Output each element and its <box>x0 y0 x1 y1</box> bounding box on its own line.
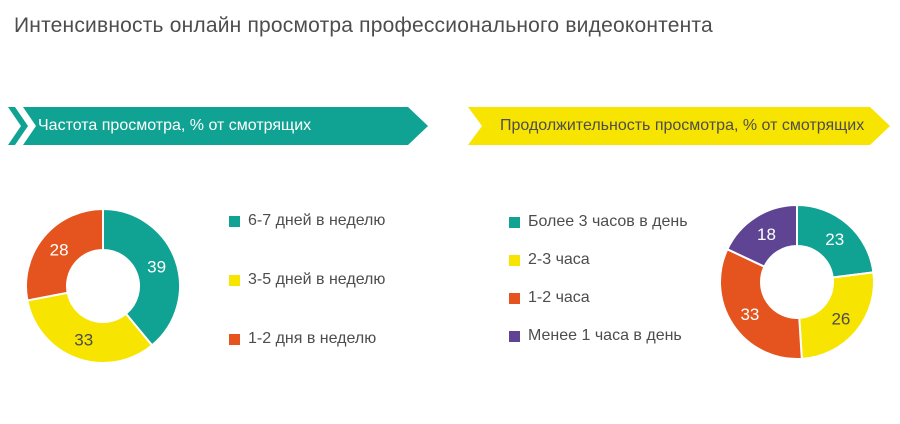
frequency-banner <box>8 107 428 145</box>
donut-value-label: 39 <box>147 258 166 277</box>
legend-swatch <box>509 292 520 304</box>
donut-value-label: 23 <box>825 230 844 249</box>
legend-swatch <box>229 215 240 227</box>
legend-item: 2-3 часа <box>509 251 688 268</box>
legend-item: Более 3 часов в день <box>509 213 688 230</box>
legend-label: Более 3 часов в день <box>528 213 688 230</box>
legend-item: 1-2 часа <box>509 289 688 306</box>
donut-segment-2 <box>719 247 803 360</box>
frequency-legend: 6-7 дней в неделю 3-5 дней в неделю 1-2 дн… <box>229 212 386 390</box>
donut-value-label: 33 <box>740 305 759 324</box>
banner-arrow-body-shape <box>468 107 890 145</box>
donut-segment-0 <box>102 207 181 347</box>
legend-item: 6-7 дней в неделю <box>229 212 386 229</box>
legend-item: 1-2 дня в неделю <box>229 330 385 347</box>
page-title: Интенсивность онлайн просмотра профессио… <box>14 14 713 37</box>
donut-value-label: 18 <box>757 225 776 244</box>
legend-label: 3-5 дней в неделю <box>248 271 386 288</box>
donut-value-label: 28 <box>50 241 69 260</box>
legend-label: 1-2 часа <box>528 289 590 306</box>
legend-swatch <box>509 254 520 266</box>
donut-value-label: 33 <box>74 331 93 350</box>
banner-chevron-tail-shape <box>8 107 28 145</box>
legend-swatch <box>229 333 240 345</box>
frequency-donut-chart: 39 33 28 <box>24 207 181 364</box>
legend-item: Менее 1 часа в день <box>509 327 688 344</box>
donut-value-label: 26 <box>831 309 850 328</box>
legend-label: 1-2 дня в неделю <box>248 330 377 347</box>
duration-banner <box>468 107 890 145</box>
frequency-banner-label: Частота просмотра, % от смотрящих <box>38 117 312 134</box>
donut-segment-0 <box>796 203 875 279</box>
legend-swatch <box>229 274 240 286</box>
donut-segment-2 <box>24 207 104 302</box>
donut-segment-1 <box>26 291 154 364</box>
donut-segment-1 <box>798 271 875 360</box>
legend-label: 2-3 часа <box>528 251 590 268</box>
legend-item: 3-5 дней в неделю <box>229 271 386 288</box>
banner-arrow-body-shape <box>23 107 428 145</box>
donut-segment-3 <box>725 203 798 269</box>
duration-banner-label: Продолжительность просмотра, % от смотря… <box>500 117 865 134</box>
legend-label: Менее 1 часа в день <box>528 327 682 344</box>
legend-swatch <box>509 330 520 342</box>
legend-swatch <box>509 216 520 228</box>
legend-label: 6-7 дней в неделю <box>248 212 386 229</box>
duration-legend: Более 3 часов в день 2-3 часа 1-2 часа Мене… <box>509 213 688 366</box>
duration-donut-chart: 23 26 33 18 <box>719 203 875 360</box>
